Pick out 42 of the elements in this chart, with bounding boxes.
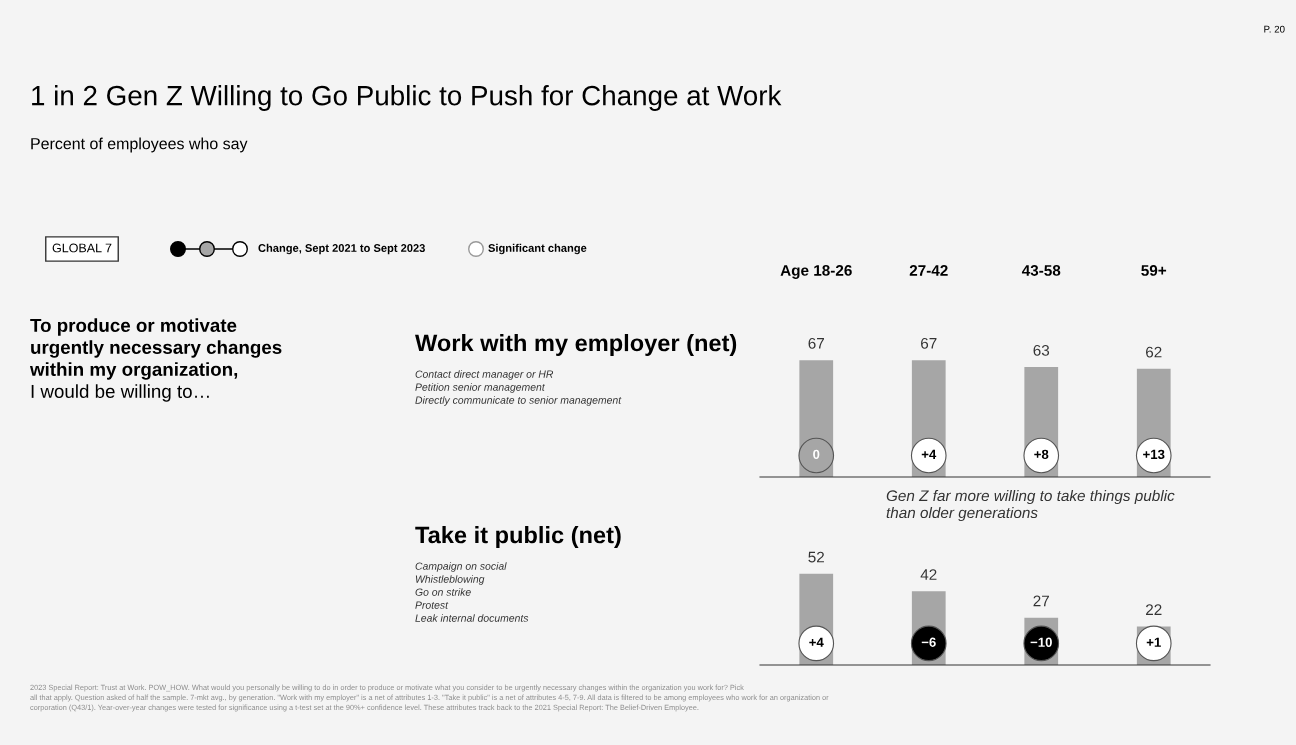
text: Contact direct manager or HR	[415, 370, 554, 380]
text: 1 in 2 Gen Z Willing to Go Public to Push for Change at Work	[32, 85, 782, 111]
data-label: 27	[1033, 595, 1049, 607]
annotation: +1	[1146, 637, 1161, 647]
annotation: 0	[813, 449, 820, 460]
data-label: 42	[920, 569, 937, 580]
text: urgently necessary changes	[31, 340, 282, 358]
chart-title: Work with my employer (net)	[415, 333, 737, 357]
data-label: 52	[808, 551, 824, 563]
text: Go on strike	[415, 588, 471, 596]
text: Directly communicate to senior management	[415, 396, 622, 406]
text: Significant change	[488, 243, 587, 255]
annotation: +8	[1034, 449, 1049, 460]
text: I would be willing to…	[31, 384, 209, 402]
x-tick-label: 27-42	[909, 265, 948, 276]
text: Campaign on social	[415, 562, 507, 572]
text: GLOBAL 7	[52, 243, 112, 253]
data-label: 22	[1146, 604, 1162, 615]
text: Whistleblowing	[415, 575, 485, 585]
data-label: 67	[921, 337, 937, 349]
text: Petition senior management	[415, 383, 546, 393]
data-label: 63	[1033, 344, 1050, 356]
data-label: 62	[1146, 346, 1162, 358]
text: Leak internal documents	[415, 614, 529, 622]
x-tick-label: 43-58	[1021, 265, 1061, 276]
text: To produce or motivate	[30, 318, 237, 336]
text: P. 20	[1264, 25, 1285, 33]
text: Gen Z far more willing to take things public	[886, 489, 1175, 505]
annotation: −6	[921, 637, 936, 647]
x-tick-label: Age 18-26	[780, 264, 852, 279]
text: Change, Sept 2021 to Sept 2023	[258, 243, 425, 255]
text: Protest	[415, 601, 449, 609]
data-label: 67	[808, 337, 824, 349]
annotation: +13	[1143, 449, 1165, 460]
annotation: +4	[809, 637, 824, 647]
annotation: −10	[1030, 637, 1052, 647]
text: Take it public (net)	[415, 525, 621, 548]
text: within my organization,	[29, 362, 238, 380]
annotation: +4	[921, 449, 937, 459]
x-tick-label: 59+	[1141, 265, 1167, 276]
text: Percent of employees who say	[31, 137, 248, 153]
text: than older generations	[886, 506, 1038, 522]
